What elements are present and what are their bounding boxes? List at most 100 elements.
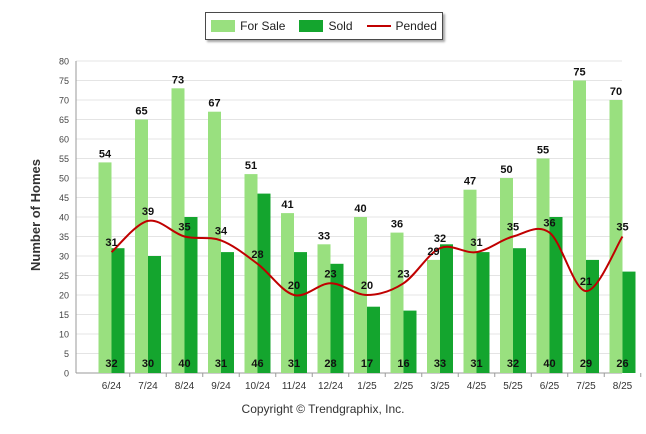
x-tick-label: 12/24 <box>318 381 343 392</box>
label-pended: 35 <box>616 222 628 234</box>
label-pended: 39 <box>142 206 154 218</box>
bar-sold <box>330 263 344 373</box>
y-tick-label: 65 <box>59 115 69 125</box>
label-sold: 16 <box>397 358 409 370</box>
x-tick-label: 3/25 <box>430 381 450 392</box>
x-tick-label: 6/24 <box>102 381 122 392</box>
bar-for-sale <box>135 119 148 373</box>
y-tick-label: 60 <box>59 135 69 145</box>
label-for-sale: 51 <box>245 160 257 172</box>
y-tick-label: 75 <box>59 76 69 86</box>
legend-label-pended: Pended <box>395 19 437 33</box>
bar-sold <box>184 217 198 373</box>
x-tick-label: 8/24 <box>175 381 195 392</box>
legend-item-pended[interactable]: Pended <box>366 19 437 33</box>
x-tick-label: 9/24 <box>211 381 231 392</box>
x-axis-ticks: 6/24 7/24 8/24 9/24 10/24 11/24 12/24 1/25 2/25 3… <box>102 373 642 392</box>
y-tick-label: 20 <box>59 291 69 301</box>
x-tick-label: 7/25 <box>576 381 596 392</box>
bar-sold <box>622 271 636 373</box>
label-for-sale: 55 <box>537 145 549 157</box>
y-tick-label: 70 <box>59 96 69 106</box>
label-for-sale: 47 <box>464 176 476 188</box>
label-for-sale: 41 <box>281 199 293 211</box>
bar-for-sale <box>500 178 513 373</box>
bar-sold <box>549 217 563 373</box>
grid-lines <box>75 60 622 374</box>
bar-for-sale <box>98 162 112 373</box>
y-tick-label: 50 <box>59 174 69 184</box>
x-tick-label: 6/25 <box>540 381 560 392</box>
y-tick-label: 35 <box>59 232 69 242</box>
y-axis-label: Number of Homes <box>28 159 43 271</box>
bar-sold <box>257 193 271 373</box>
bar-for-sale <box>536 158 550 373</box>
label-pended: 21 <box>580 276 592 288</box>
bar-sold <box>476 252 490 373</box>
label-pended: 31 <box>470 237 482 249</box>
label-sold: 30 <box>142 358 154 370</box>
label-for-sale: 33 <box>318 230 330 242</box>
label-sold: 32 <box>507 358 519 370</box>
x-tick-label: 4/25 <box>467 381 487 392</box>
label-for-sale: 73 <box>172 74 184 86</box>
label-sold: 26 <box>616 358 628 370</box>
legend-swatch-sold <box>299 20 324 32</box>
bar-sold <box>221 252 234 373</box>
pended-line <box>110 219 624 297</box>
bar-for-sale <box>463 189 477 373</box>
label-for-sale: 65 <box>135 106 147 118</box>
label-pended: 23 <box>397 268 409 280</box>
bar-sold <box>367 306 380 373</box>
bar-sold <box>294 252 307 373</box>
bar-sold <box>440 244 453 373</box>
bar-for-sale <box>244 174 258 373</box>
x-tick-label: 5/25 <box>503 381 523 392</box>
label-for-sale: 40 <box>354 203 366 215</box>
legend-item-sold[interactable]: Sold <box>299 19 353 33</box>
y-tick-label: 0 <box>64 369 69 379</box>
copyright-footer: Copyright © Trendgraphix, Inc. <box>241 402 405 416</box>
bar-sold <box>513 248 526 373</box>
label-for-sale: 75 <box>573 67 585 79</box>
label-pended: 23 <box>324 268 336 280</box>
label-sold: 40 <box>543 358 555 370</box>
label-sold: 31 <box>288 358 300 370</box>
label-sold: 46 <box>251 358 263 370</box>
x-tick-label: 8/25 <box>613 381 633 392</box>
label-sold: 31 <box>470 358 482 370</box>
bar-sold <box>586 259 599 373</box>
label-pended: 28 <box>251 249 263 261</box>
label-sold: 17 <box>361 358 373 370</box>
legend-item-for-sale[interactable]: For Sale <box>211 19 285 33</box>
label-sold: 29 <box>580 358 592 370</box>
label-pended: 34 <box>215 225 228 237</box>
x-tick-label: 10/24 <box>245 381 270 392</box>
label-sold: 31 <box>215 358 227 370</box>
label-for-sale: 67 <box>208 98 220 110</box>
legend: For Sale Sold Pended <box>205 12 443 40</box>
legend-swatch-pended <box>366 25 391 27</box>
bar-for-sale <box>171 88 185 374</box>
y-tick-label: 55 <box>59 154 69 164</box>
legend-swatch-for-sale <box>211 20 236 32</box>
label-sold: 32 <box>105 358 117 370</box>
data-labels: 54 32 65 30 73 40 67 31 51 46 41 31 33 28 40 17 36 16 29 33… <box>99 67 629 371</box>
y-axis-ticks: 0 5 10 15 20 25 30 35 40 45 50 55 60 65 70 75 80 <box>59 57 69 379</box>
label-sold: 33 <box>434 358 446 370</box>
y-tick-label: 80 <box>59 57 69 67</box>
label-pended: 36 <box>543 218 555 230</box>
y-tick-label: 15 <box>59 310 69 320</box>
label-pended: 20 <box>361 280 373 292</box>
y-tick-label: 25 <box>59 271 69 281</box>
y-tick-label: 40 <box>59 213 69 223</box>
bar-sold <box>148 256 161 373</box>
label-for-sale: 70 <box>610 86 622 98</box>
label-sold: 40 <box>178 358 190 370</box>
label-pended: 35 <box>178 222 190 234</box>
bar-for-sale <box>354 217 367 373</box>
x-tick-label: 1/25 <box>357 381 377 392</box>
label-sold: 28 <box>324 358 336 370</box>
bar-for-sale <box>317 244 331 373</box>
pended-series-line <box>110 219 624 297</box>
